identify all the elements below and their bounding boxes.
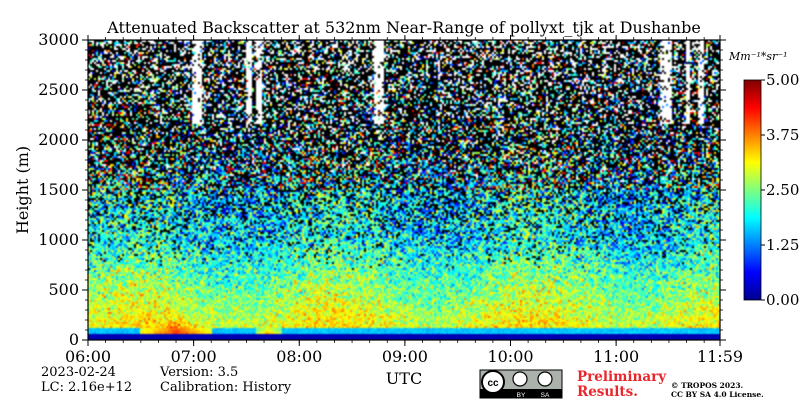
chart-title: Attenuated Backscatter at 532nm Near-Ran… xyxy=(106,18,701,37)
y-axis-label: Height (m) xyxy=(13,146,32,234)
y-axis-ticks: 0 500 1000 1500 2000 2500 3000 xyxy=(38,30,726,349)
x-tick-label: 11:00 xyxy=(593,347,639,366)
y-tick-label: 1000 xyxy=(38,230,79,249)
y-tick-label: 2000 xyxy=(38,130,79,149)
colorbar xyxy=(743,79,762,301)
cc-icon xyxy=(481,370,505,394)
colorbar-tick-label: 5.00 xyxy=(766,71,799,89)
y-tick-label: 1500 xyxy=(38,180,79,199)
cc-badge-text: cc xyxy=(487,378,499,389)
footer-date: 2023-02-24 xyxy=(41,365,116,380)
x-tick-label: 08:00 xyxy=(276,347,322,366)
footer-calibration: Calibration: History xyxy=(160,380,292,395)
y-tick-label: 2500 xyxy=(38,80,79,99)
by-badge-text: BY xyxy=(517,392,526,399)
copyright-line1: © TROPOS 2023. xyxy=(671,381,743,390)
sa-badge-text: SA xyxy=(541,392,550,399)
x-tick-label: 06:00 xyxy=(65,347,111,366)
y-tick-label: 500 xyxy=(48,280,79,299)
y-tick-label: 0 xyxy=(69,330,79,349)
x-axis-ticks: 06:00 07:00 08:00 09:00 10:00 11:00 11:59 xyxy=(65,35,743,366)
x-tick-label: 11:59 xyxy=(697,347,743,366)
preliminary-line1: Preliminary xyxy=(577,369,667,385)
footer-version: Version: 3.5 xyxy=(159,365,238,380)
x-tick-label: 10:00 xyxy=(487,347,533,366)
colorbar-ticks: 0.00 1.25 2.50 3.75 5.00 xyxy=(761,71,799,309)
footer-lc: LC: 2.16e+12 xyxy=(41,380,132,395)
backscatter-heatmap xyxy=(88,40,720,340)
copyright-line2: CC BY SA 4.0 License. xyxy=(671,390,764,399)
colorbar-tick-label: 3.75 xyxy=(766,126,799,144)
x-axis-label: UTC xyxy=(386,369,422,388)
colorbar-tick-label: 0.00 xyxy=(766,291,799,309)
colorbar-tick-label: 1.25 xyxy=(766,236,799,254)
sa-icon xyxy=(537,371,553,387)
by-icon xyxy=(512,371,528,387)
colorbar-tick-label: 2.50 xyxy=(766,181,799,199)
colorbar-unit-label: Mm⁻¹*sr⁻¹ xyxy=(728,50,788,63)
cc-license-badge: cc BY SA xyxy=(479,369,563,399)
x-tick-label: 07:00 xyxy=(171,347,217,366)
y-tick-label: 3000 xyxy=(38,30,79,49)
x-tick-label: 09:00 xyxy=(382,347,428,366)
preliminary-line2: Results. xyxy=(577,384,638,400)
